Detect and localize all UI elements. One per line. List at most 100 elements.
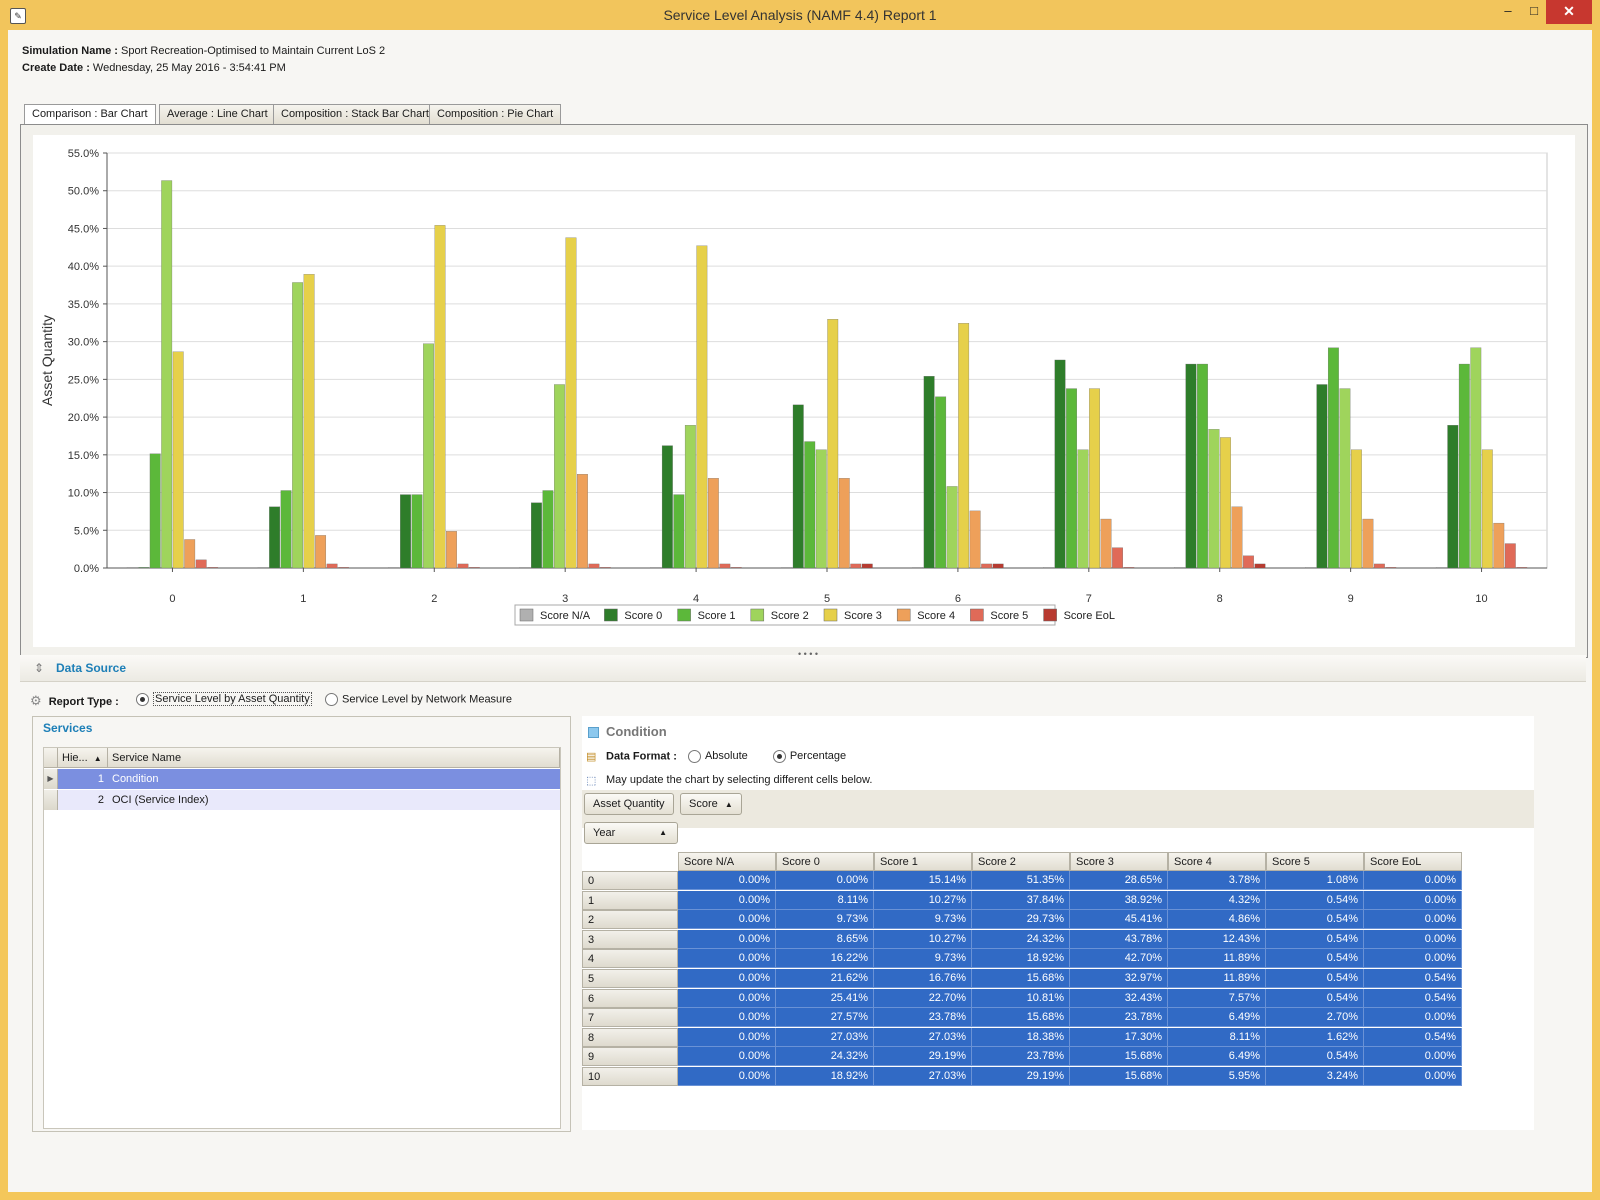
pivot-column-header[interactable]: Score 3 [1070,852,1168,871]
pivot-row-header[interactable]: 0 [582,871,678,890]
radio-absolute-circle[interactable] [687,750,701,763]
maximize-button[interactable]: □ [1530,3,1538,18]
pivot-cell[interactable]: 9.73% [874,949,972,969]
pivot-row-header[interactable]: 9 [582,1047,678,1067]
pivot-field-year[interactable]: Year ▲ [584,822,678,844]
pivot-cell[interactable]: 0.00% [1364,1067,1462,1086]
pivot-cell[interactable]: 0.00% [1364,890,1462,910]
pivot-cell[interactable]: 3.78% [1168,871,1266,890]
pivot-row-header[interactable]: 7 [582,1008,678,1028]
pivot-cell[interactable]: 15.68% [972,969,1070,988]
pivot-cell[interactable]: 0.00% [678,1047,776,1067]
pivot-cell[interactable]: 27.57% [776,1008,874,1028]
pivot-cell[interactable]: 23.78% [972,1047,1070,1067]
pivot-cell[interactable]: 29.19% [972,1067,1070,1086]
pivot-row-header[interactable]: 8 [582,1027,678,1047]
pivot-cell[interactable]: 43.78% [1070,929,1168,949]
pivot-cell[interactable]: 0.00% [678,988,776,1008]
pivot-column-header[interactable]: Score 1 [874,852,972,871]
pivot-column-header[interactable]: Score 2 [972,852,1070,871]
service-row-condition[interactable]: ▶ 1 Condition [44,769,560,789]
pivot-cell[interactable]: 11.89% [1168,949,1266,969]
collapse-icon[interactable]: ⇕ [34,661,45,675]
pivot-cell[interactable]: 27.03% [874,1027,972,1047]
pivot-cell[interactable]: 0.00% [678,969,776,988]
pivot-cell[interactable]: 16.22% [776,949,874,969]
pivot-row-header[interactable]: 3 [582,929,678,949]
splitter-handle[interactable]: • • • • [797,649,819,659]
service-row-oci[interactable]: 2 OCI (Service Index) [44,790,560,810]
pivot-cell[interactable]: 9.73% [776,910,874,930]
pivot-cell[interactable]: 6.49% [1168,1008,1266,1028]
pivot-cell[interactable]: 29.19% [874,1047,972,1067]
radio-percentage-circle[interactable] [772,750,786,763]
pivot-row-header[interactable]: 4 [582,949,678,969]
tab-average-line-chart[interactable]: Average : Line Chart [159,104,276,124]
pivot-cell[interactable]: 0.00% [1364,1047,1462,1067]
radio-percentage[interactable]: Percentage [772,750,846,763]
pivot-cell[interactable]: 0.00% [1364,929,1462,949]
pivot-cell[interactable]: 10.81% [972,988,1070,1008]
pivot-cell[interactable]: 0.54% [1266,988,1364,1008]
pivot-row-header[interactable]: 6 [582,988,678,1008]
tab-composition-pie-chart[interactable]: Composition : Pie Chart [429,104,562,124]
pivot-field-asset-quantity[interactable]: Asset Quantity [584,793,674,815]
column-header-hierarchy[interactable]: Hie... ▲ [58,748,108,768]
pivot-cell[interactable]: 27.03% [776,1027,874,1047]
pivot-cell[interactable]: 0.54% [1364,969,1462,988]
pivot-cell[interactable]: 0.00% [678,949,776,969]
pivot-cell[interactable]: 22.70% [874,988,972,1008]
pivot-cell[interactable]: 4.32% [1168,890,1266,910]
pivot-column-header[interactable]: Score EoL [1364,852,1462,871]
pivot-cell[interactable]: 0.00% [1364,910,1462,930]
pivot-cell[interactable]: 51.35% [972,871,1070,890]
pivot-cell[interactable]: 5.95% [1168,1067,1266,1086]
pivot-cell[interactable]: 7.57% [1168,988,1266,1008]
pivot-cell[interactable]: 8.11% [1168,1027,1266,1047]
data-source-header[interactable]: ⇕ Data Source [20,655,1586,682]
pivot-cell[interactable]: 37.84% [972,890,1070,910]
close-button[interactable]: ✕ [1546,0,1592,24]
pivot-cell[interactable]: 45.41% [1070,910,1168,930]
pivot-cell[interactable]: 1.08% [1266,871,1364,890]
pivot-cell[interactable]: 0.00% [776,871,874,890]
tab-comparison-bar-chart[interactable]: Comparison : Bar Chart [24,104,156,125]
pivot-column-header[interactable]: Score 5 [1266,852,1364,871]
pivot-cell[interactable]: 8.11% [776,890,874,910]
pivot-cell[interactable]: 0.00% [678,1067,776,1086]
pivot-cell[interactable]: 12.43% [1168,929,1266,949]
pivot-cell[interactable]: 0.00% [678,871,776,890]
pivot-cell[interactable]: 0.54% [1266,1047,1364,1067]
pivot-cell[interactable]: 29.73% [972,910,1070,930]
pivot-cell[interactable]: 38.92% [1070,890,1168,910]
pivot-cell[interactable]: 32.43% [1070,988,1168,1008]
pivot-cell[interactable]: 18.92% [972,949,1070,969]
tab-composition-stack-bar-chart[interactable]: Composition : Stack Bar Chart [273,104,437,124]
pivot-cell[interactable]: 0.54% [1364,988,1462,1008]
pivot-cell[interactable]: 27.03% [874,1067,972,1086]
pivot-column-header[interactable]: Score 0 [776,852,874,871]
pivot-cell[interactable]: 10.27% [874,929,972,949]
minimize-button[interactable]: – [1504,3,1512,18]
pivot-cell[interactable]: 10.27% [874,890,972,910]
pivot-cell[interactable]: 0.00% [678,929,776,949]
pivot-cell[interactable]: 11.89% [1168,969,1266,988]
pivot-cell[interactable]: 2.70% [1266,1008,1364,1028]
pivot-cell[interactable]: 25.41% [776,988,874,1008]
pivot-cell[interactable]: 0.00% [678,910,776,930]
report-type-asset-quantity[interactable]: Service Level by Asset Quantity [136,692,312,707]
pivot-cell[interactable]: 0.54% [1266,969,1364,988]
pivot-column-header[interactable]: Score N/A [678,852,776,871]
pivot-cell[interactable]: 28.65% [1070,871,1168,890]
pivot-cell[interactable]: 24.32% [972,929,1070,949]
pivot-cell[interactable]: 17.30% [1070,1027,1168,1047]
pivot-cell[interactable]: 1.62% [1266,1027,1364,1047]
bar-chart[interactable]: 0.0%5.0%10.0%15.0%20.0%25.0%30.0%35.0%40… [33,135,1575,647]
column-header-service-name[interactable]: Service Name [108,748,560,768]
radio-network-measure[interactable] [325,693,338,706]
pivot-cell[interactable]: 15.68% [1070,1067,1168,1086]
pivot-cell[interactable]: 0.54% [1266,910,1364,930]
pivot-cell[interactable]: 0.54% [1266,949,1364,969]
pivot-cell[interactable]: 23.78% [874,1008,972,1028]
pivot-cell[interactable]: 42.70% [1070,949,1168,969]
